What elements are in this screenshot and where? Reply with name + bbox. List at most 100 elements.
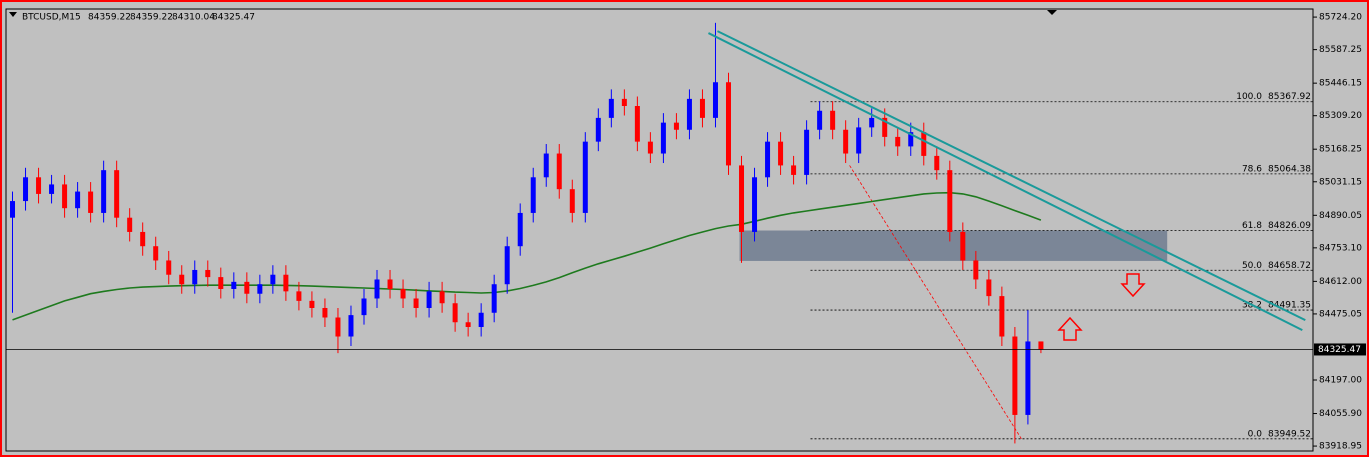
candle-body (556, 153, 562, 190)
candle-body (778, 141, 784, 166)
candle-body (478, 312, 484, 328)
y-tick-label: 85168.25 (1319, 145, 1362, 155)
shift-marker (1047, 10, 1057, 15)
fib-ratio-label: 0.0 (1248, 429, 1263, 439)
header-high: 84359.22 (130, 13, 173, 23)
current-price-label: 84325.47 (1318, 345, 1361, 355)
candle-body (1012, 336, 1018, 415)
candle-body (114, 170, 120, 218)
candle-body (88, 191, 94, 213)
candle-body (309, 300, 315, 308)
y-tick-label: 85587.25 (1319, 45, 1362, 55)
plot-frame (5, 8, 1314, 452)
symbol-title: BTCUSD,M15 (22, 13, 81, 23)
candle-body (856, 127, 862, 154)
candle-body (192, 269, 198, 285)
candle-body (413, 298, 419, 308)
candle-body (817, 110, 823, 130)
candle-body (374, 279, 380, 299)
candle-body (205, 269, 211, 278)
candle-body (153, 246, 159, 261)
resistance-zone (739, 230, 1168, 261)
candle-body (739, 165, 745, 232)
current-price-box (1314, 343, 1366, 356)
candle-body (465, 322, 471, 328)
menu-triangle (9, 12, 17, 17)
candle-body (608, 98, 614, 118)
candle-body (869, 117, 875, 128)
fib-price-label: 84826.09 (1268, 221, 1311, 231)
candle-body (361, 298, 367, 316)
candle-body (960, 231, 966, 261)
header-close: 84325.47 (212, 13, 255, 23)
candle-body (947, 170, 953, 232)
candle-body (699, 98, 705, 118)
candle-body (921, 132, 927, 156)
candle-body (999, 296, 1005, 337)
candle-body (804, 129, 810, 175)
candle-body (895, 136, 901, 147)
candle-body (543, 153, 549, 178)
candle-body (257, 284, 263, 294)
candle-body (439, 291, 445, 304)
candle-body (634, 106, 640, 142)
candle-body (791, 165, 797, 175)
header-open: 84359.22 (88, 13, 131, 23)
y-tick-label: 84612.00 (1319, 277, 1362, 287)
candle-body (830, 110, 836, 130)
candle-body (49, 184, 55, 194)
header-low: 84310.04 (172, 13, 215, 23)
y-tick-label: 85724.20 (1319, 13, 1362, 23)
y-tick-label: 85309.20 (1319, 111, 1362, 121)
candle-body (882, 117, 888, 137)
fib-ratio-label: 61.8 (1242, 221, 1262, 231)
trendline (716, 30, 1306, 322)
fib-ratio-label: 78.6 (1242, 164, 1262, 174)
candle-body (1038, 341, 1044, 350)
fib-diagonal (849, 165, 1022, 440)
candle-body (908, 132, 914, 147)
candle-body (101, 170, 107, 213)
candle-body (582, 141, 588, 213)
fib-price-label: 85367.92 (1268, 92, 1311, 102)
y-tick-label: 84753.10 (1319, 243, 1362, 253)
candle-body (569, 189, 575, 213)
candle-body (595, 117, 601, 142)
candle-body (10, 201, 16, 218)
candle-body (621, 98, 627, 107)
candle-body (752, 177, 758, 232)
y-tick-label: 85031.15 (1319, 177, 1362, 187)
candle-body (765, 141, 771, 178)
fib-price-label: 83949.52 (1268, 429, 1311, 439)
candle-body (335, 317, 341, 337)
fib-price-label: 84491.35 (1268, 301, 1311, 311)
candle-body (491, 284, 497, 313)
candle-body (504, 246, 510, 285)
candle-body (127, 217, 133, 232)
moving-average (12, 191, 1042, 321)
candle-body (1025, 341, 1031, 415)
plot-area: 100.0 85367.92 78.6 85064.38 61.8 84826.09 50.… (6, 22, 1313, 444)
candle-body (322, 307, 328, 318)
candle-body (296, 291, 302, 301)
header: BTCUSD,M15 84359.22 84359.22 84310.04 84… (22, 13, 255, 23)
candle-body (75, 191, 81, 209)
candle-body (218, 277, 224, 289)
fib-ratio-label: 100.0 (1236, 92, 1262, 102)
candle-body (517, 212, 523, 247)
y-tick-label: 85446.15 (1319, 79, 1362, 89)
y-tick-label: 83918.95 (1319, 442, 1362, 452)
y-tick-label: 84890.05 (1319, 211, 1362, 221)
y-tick-label: 84197.00 (1319, 375, 1362, 385)
y-tick-label: 84055.90 (1319, 409, 1362, 419)
candle-body (400, 288, 406, 299)
candle-body (283, 274, 289, 292)
candle-body (712, 82, 718, 118)
candle-body (660, 122, 666, 154)
down-arrow (1120, 273, 1146, 298)
candle-body (387, 279, 393, 289)
candle-body (452, 303, 458, 323)
candle-body (270, 274, 276, 285)
candle-body (973, 260, 979, 280)
candle-body (673, 122, 679, 130)
